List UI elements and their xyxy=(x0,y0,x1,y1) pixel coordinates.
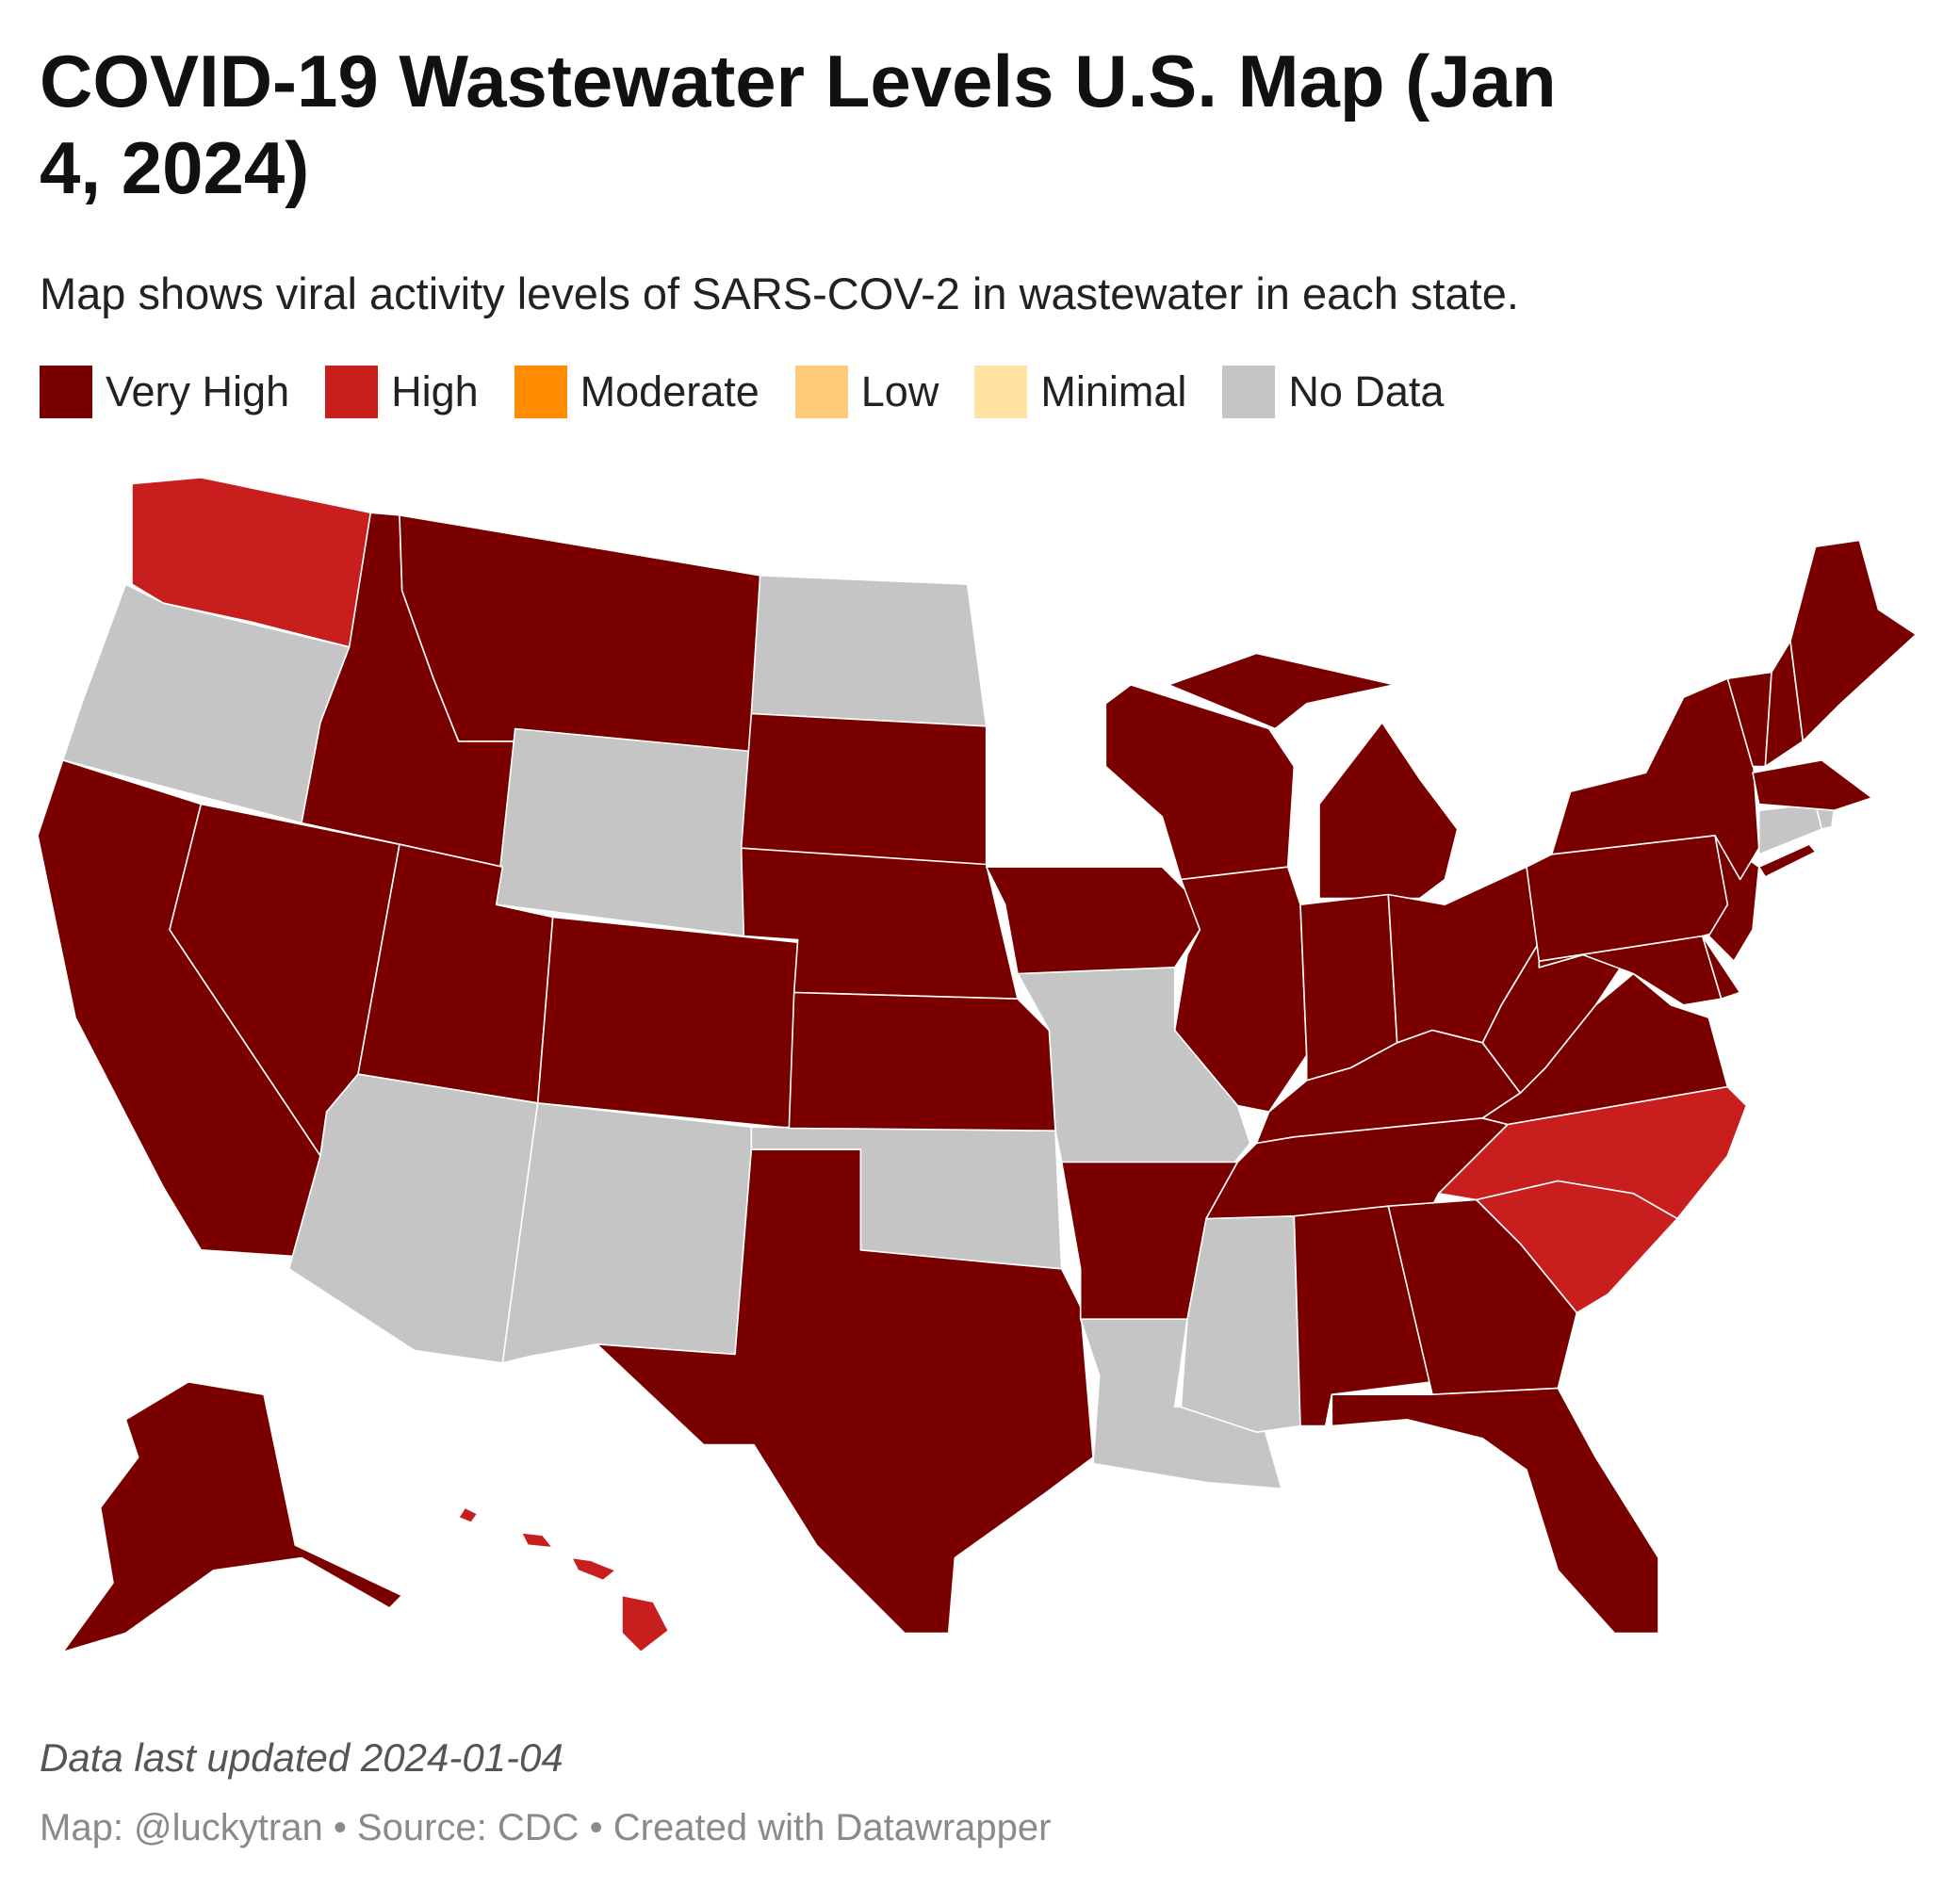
state-region xyxy=(457,1506,670,1653)
state-region xyxy=(501,1102,753,1364)
state-region xyxy=(596,1148,1094,1635)
state-region xyxy=(1331,1387,1659,1635)
legend-item: Minimal xyxy=(974,366,1186,418)
legend-label: Low xyxy=(860,367,939,415)
legend-label: Moderate xyxy=(580,367,760,415)
state-region xyxy=(1789,539,1918,742)
state-region xyxy=(740,712,988,868)
legend-swatch xyxy=(514,366,567,418)
legend-swatch xyxy=(325,366,379,418)
state-region xyxy=(1173,866,1308,1113)
state-region xyxy=(1079,1318,1282,1489)
state-region xyxy=(399,514,761,753)
legend-label: Very High xyxy=(106,367,290,415)
state-region xyxy=(287,1073,539,1364)
legend: Very High High Moderate Low Minimal No Data xyxy=(40,366,1479,418)
state-region xyxy=(61,1381,403,1653)
legend-item: Low xyxy=(794,366,939,418)
state-region xyxy=(1168,652,1459,900)
state-region xyxy=(495,727,753,937)
state-region xyxy=(1752,759,1873,811)
legend-label: Minimal xyxy=(1040,367,1187,415)
state-region xyxy=(1757,803,1823,855)
state-region xyxy=(536,916,799,1130)
legend-swatch xyxy=(40,366,92,418)
update-note: Data last updated 2024-01-04 xyxy=(40,1735,564,1780)
state-region xyxy=(985,866,1201,975)
legend-item: Very High xyxy=(40,366,289,418)
state-region xyxy=(750,575,988,727)
state-region xyxy=(1205,1117,1509,1220)
state-region xyxy=(1701,935,1741,1000)
title: COVID-19 Wastewater Levels U.S. Map (Jan… xyxy=(40,40,1557,209)
state-region xyxy=(788,991,1056,1131)
subtitle: Map shows viral activity levels of SARS-… xyxy=(40,269,1519,318)
legend-label: High xyxy=(391,367,479,415)
state-region xyxy=(1526,835,1741,962)
source-line: Map: @luckytran • Source: CDC • Created … xyxy=(40,1807,1052,1848)
legend-item: High xyxy=(325,366,479,418)
legend-swatch xyxy=(1222,366,1276,418)
state-region xyxy=(131,477,372,648)
legend-item: Moderate xyxy=(514,366,760,418)
us-map xyxy=(37,477,1918,1653)
legend-swatch xyxy=(974,366,1028,418)
legend-swatch xyxy=(794,366,848,418)
legend-item: No Data xyxy=(1222,366,1444,418)
legend-label: No Data xyxy=(1288,367,1445,415)
